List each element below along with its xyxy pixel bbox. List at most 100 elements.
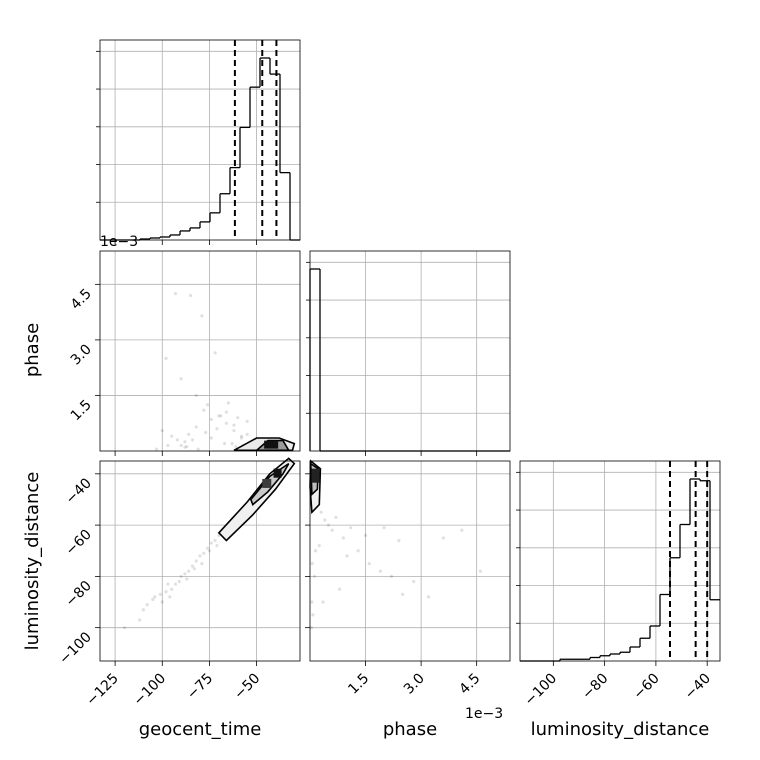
y-axis-label-luminosity-distance: luminosity_distance	[22, 472, 43, 651]
sample-point	[194, 393, 198, 398]
sample-point	[179, 377, 183, 381]
sample-point	[363, 533, 368, 537]
sample-point	[323, 518, 327, 522]
sample-point	[202, 551, 206, 555]
sample-point	[173, 291, 178, 296]
panel-frame	[99, 39, 301, 241]
sample-point	[205, 403, 210, 407]
sample-point	[326, 523, 331, 527]
sample-point	[164, 590, 168, 594]
sample-point	[188, 293, 193, 298]
sample-point	[215, 427, 219, 431]
panel-frame	[99, 460, 301, 662]
data-layer	[100, 40, 720, 662]
sample-point	[198, 554, 202, 558]
sample-point	[460, 528, 464, 532]
sample-point	[226, 401, 230, 405]
sample-point	[330, 528, 334, 532]
sample-point	[397, 538, 401, 543]
sample-point	[222, 441, 227, 446]
sample-point	[122, 626, 127, 630]
sample-point	[204, 430, 208, 435]
sample-point	[190, 564, 195, 568]
sample-point	[356, 549, 360, 553]
x-tick-label-geocent_time: −125	[83, 671, 122, 710]
sample-point	[219, 414, 223, 418]
sample-point	[175, 438, 179, 442]
sample-point	[164, 356, 168, 361]
sample-point	[207, 549, 212, 553]
sample-point	[400, 592, 405, 596]
x-tick-label-luminosity_distance: −80	[579, 671, 611, 703]
sample-point	[310, 600, 314, 604]
sample-point	[213, 351, 217, 355]
panel-frame	[309, 250, 511, 452]
sample-point	[153, 595, 157, 599]
sample-point	[187, 569, 191, 573]
sample-point	[311, 613, 315, 617]
sample-point	[213, 538, 217, 543]
sample-point	[160, 429, 164, 433]
sample-point	[239, 434, 244, 438]
sample-point	[192, 567, 196, 571]
y-axis-label-phase: phase	[22, 323, 43, 377]
sample-point	[168, 595, 172, 599]
density-peak	[262, 478, 272, 488]
sample-point	[209, 541, 213, 545]
panel-frame	[519, 460, 721, 662]
x-tick-label-phase: 3.0	[401, 671, 428, 698]
x-tick-label-phase: 1.5	[345, 671, 372, 698]
sample-point	[236, 416, 240, 420]
sample-point	[151, 597, 155, 602]
density-peak	[264, 440, 279, 449]
sample-point	[138, 618, 142, 622]
sample-point	[224, 421, 229, 425]
sample-point	[412, 579, 416, 584]
sample-point	[312, 574, 317, 578]
sample-point	[245, 419, 249, 423]
sample-point	[170, 587, 174, 591]
density-peak	[311, 468, 320, 483]
sample-point	[145, 602, 149, 607]
phase-y-offset-text: 1e−3	[100, 234, 138, 250]
y-tick-label-phase: 1.5	[68, 397, 95, 424]
sample-point	[185, 444, 189, 449]
sample-point	[378, 569, 382, 573]
x-tick-label-geocent_time: −50	[231, 671, 263, 703]
sample-point	[183, 572, 187, 576]
sample-point	[338, 587, 342, 591]
sample-point	[141, 608, 145, 612]
sample-point	[245, 432, 249, 436]
panel-frame	[309, 460, 511, 662]
y-tick-label-phase: 3.0	[68, 341, 95, 368]
sample-point	[185, 577, 189, 581]
y-tick-label-luminosity_distance: −100	[56, 629, 95, 668]
sample-point	[224, 410, 229, 414]
y-tick-label-luminosity_distance: −80	[63, 578, 95, 610]
sample-point	[367, 561, 371, 566]
sample-point	[309, 626, 314, 630]
sample-point	[334, 515, 338, 520]
sample-point	[155, 447, 159, 451]
sample-point	[166, 582, 170, 586]
sample-point	[217, 414, 221, 418]
x-tick-label-geocent_time: −100	[131, 671, 170, 710]
sample-point	[232, 423, 236, 427]
sample-point	[194, 559, 198, 563]
sample-point	[187, 432, 191, 436]
x-tick-label-luminosity_distance: −60	[631, 671, 663, 703]
sample-point	[441, 536, 445, 540]
sample-point	[183, 445, 187, 449]
sample-point	[230, 441, 234, 446]
sample-point	[179, 443, 183, 448]
sample-point	[321, 600, 325, 604]
sample-point	[209, 417, 213, 422]
y-tick-label-phase: 4.5	[68, 286, 95, 313]
panel-frame	[99, 250, 301, 452]
sample-point	[173, 582, 178, 586]
sample-point	[478, 569, 482, 573]
sample-point	[160, 600, 164, 604]
sample-point	[319, 510, 323, 514]
text-layer: geocent_time phase luminosity_distance p…	[22, 234, 714, 740]
sample-point	[183, 440, 187, 444]
